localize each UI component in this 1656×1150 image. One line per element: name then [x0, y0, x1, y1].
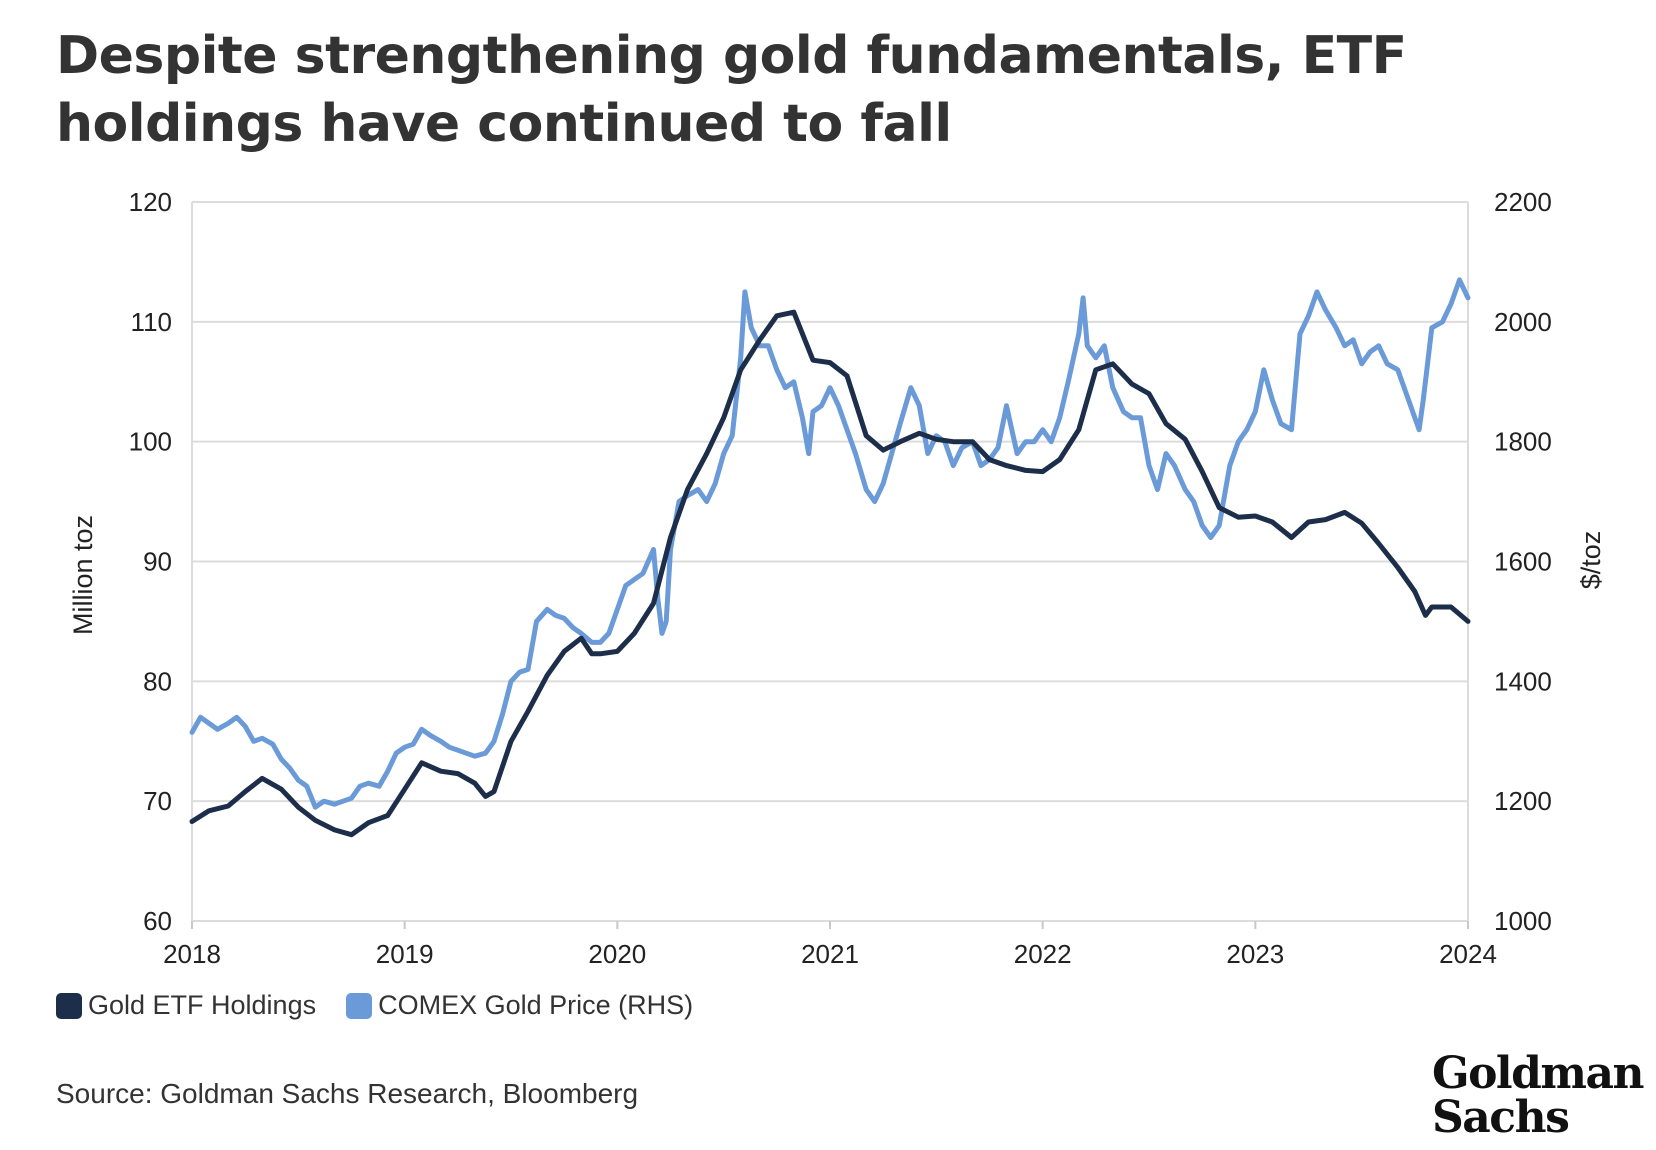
x-tick-label: 2024 [1439, 939, 1497, 969]
y-axis-left-label: Million toz [68, 515, 98, 635]
y-left-tick-label: 60 [143, 906, 172, 936]
y-right-tick-label: 1800 [1494, 427, 1552, 457]
axes: 60 1000 70 1200 80 1400 90 1600 100 1800 110 2000 12… [129, 187, 1552, 969]
y-left-tick-label: 110 [131, 307, 172, 337]
series-lines [189, 277, 1471, 838]
legend-item-price: COMEX Gold Price (RHS) [346, 990, 693, 1021]
legend-swatch-etf [56, 992, 82, 1019]
x-tick-label: 2023 [1226, 939, 1284, 969]
series-line-comex-gold-price [189, 277, 1471, 810]
y-axis-right-label: $/toz [1576, 531, 1606, 590]
y-left-tick-label: 80 [143, 666, 172, 696]
y-right-tick-label: 1400 [1494, 666, 1552, 696]
y-right-tick-label: 2000 [1494, 307, 1552, 337]
legend: Gold ETF Holdings COMEX Gold Price (RHS) [56, 990, 723, 1021]
source-note: Source: Goldman Sachs Research, Bloomber… [56, 1078, 639, 1109]
goldman-sachs-logo: Goldman Sachs [1432, 1048, 1644, 1143]
logo-line-2: Sachs [1432, 1092, 1570, 1143]
legend-swatch-price [346, 992, 373, 1019]
legend-label-etf: Gold ETF Holdings [88, 990, 317, 1020]
y-right-tick-label: 2200 [1494, 187, 1552, 217]
y-right-tick-label: 1000 [1494, 906, 1552, 936]
logo-line-1: Goldman [1432, 1048, 1644, 1099]
y-left-tick-label: 90 [143, 547, 172, 577]
chart-title: Despite strengthening gold fundamentals,… [56, 26, 1407, 154]
series-line-etf-holdings [189, 309, 1471, 838]
x-tick-label: 2018 [163, 939, 221, 969]
y-right-tick-label: 1600 [1494, 547, 1552, 577]
y-left-tick-label: 100 [129, 427, 172, 457]
dual-axis-line-chart: 60 1000 70 1200 80 1400 90 1600 100 1800 110 2000 12… [68, 187, 1606, 969]
x-tick-label: 2020 [588, 939, 646, 969]
y-left-tick-label: 120 [129, 187, 172, 217]
y-right-tick-label: 1200 [1494, 786, 1552, 816]
x-tick-label: 2022 [1014, 939, 1072, 969]
legend-label-price: COMEX Gold Price (RHS) [378, 990, 694, 1020]
gridlines [192, 201, 1468, 922]
x-tick-label: 2019 [376, 939, 434, 969]
legend-item-etf: Gold ETF Holdings [56, 990, 316, 1021]
y-left-tick-label: 70 [143, 786, 172, 816]
x-tick-label: 2021 [801, 939, 859, 969]
